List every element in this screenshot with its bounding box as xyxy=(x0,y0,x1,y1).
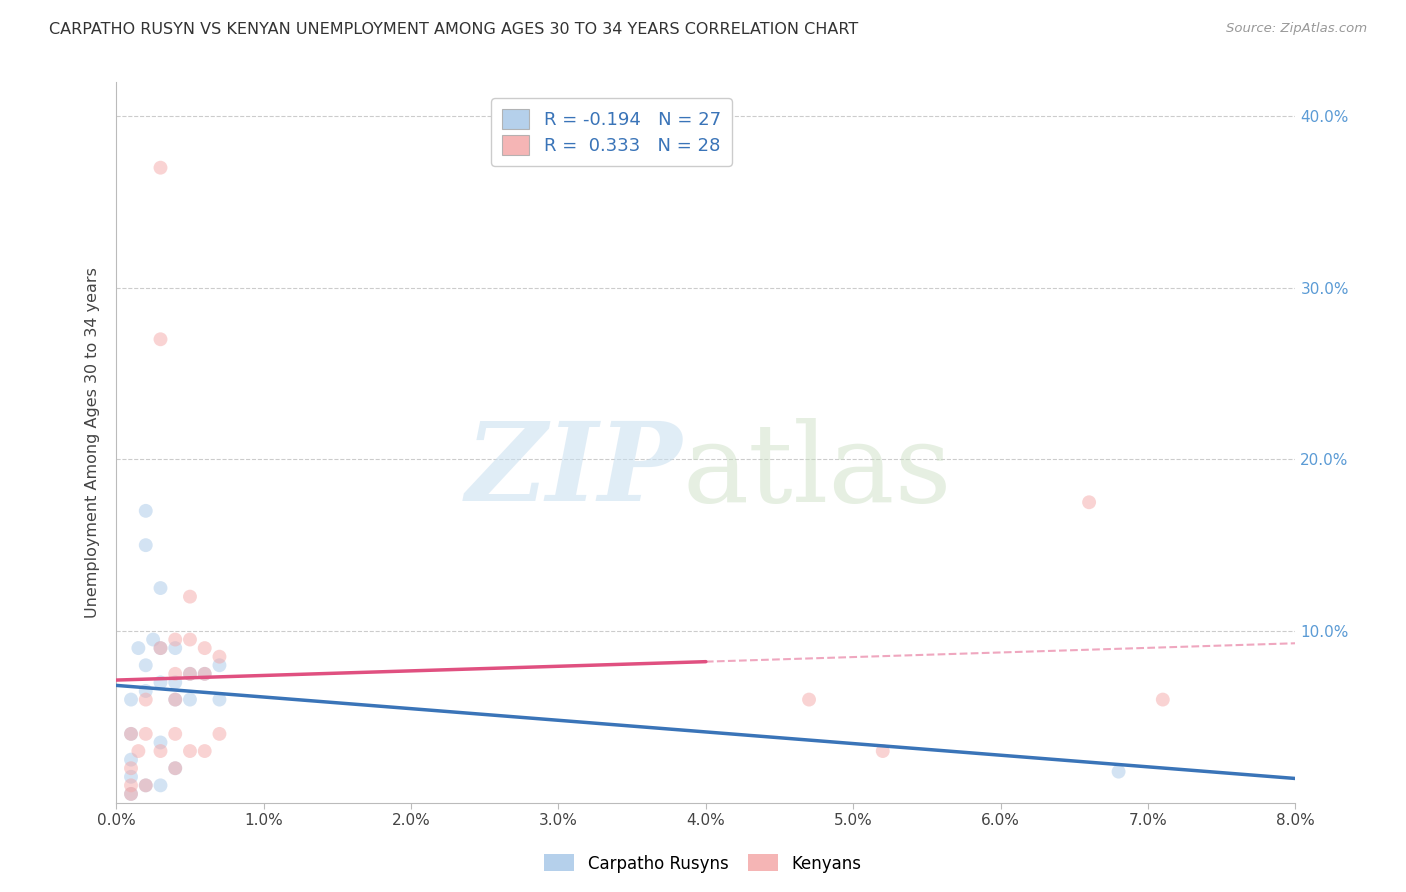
Point xyxy=(135,778,157,792)
Point xyxy=(208,727,231,741)
Point xyxy=(135,658,157,673)
Text: Source: ZipAtlas.com: Source: ZipAtlas.com xyxy=(1226,22,1367,36)
Point xyxy=(120,692,142,706)
Point xyxy=(165,632,187,647)
Legend: Carpatho Rusyns, Kenyans: Carpatho Rusyns, Kenyans xyxy=(537,847,869,880)
Point xyxy=(179,666,201,681)
Point xyxy=(142,632,165,647)
Legend: R = -0.194   N = 27, R =  0.333   N = 28: R = -0.194 N = 27, R = 0.333 N = 28 xyxy=(491,98,731,166)
Point xyxy=(165,641,187,656)
Point xyxy=(120,727,142,741)
Point xyxy=(208,658,231,673)
Point xyxy=(179,632,201,647)
Point xyxy=(120,770,142,784)
Point xyxy=(165,666,187,681)
Point xyxy=(120,778,142,792)
Point xyxy=(1108,764,1130,779)
Point xyxy=(165,692,187,706)
Point xyxy=(120,787,142,801)
Point xyxy=(165,675,187,690)
Point xyxy=(194,666,217,681)
Point xyxy=(120,727,142,741)
Point xyxy=(179,590,201,604)
Point xyxy=(1152,692,1174,706)
Point xyxy=(149,641,172,656)
Point xyxy=(149,675,172,690)
Point xyxy=(208,692,231,706)
Point xyxy=(149,778,172,792)
Point xyxy=(135,504,157,518)
Point xyxy=(194,641,217,656)
Point xyxy=(149,641,172,656)
Point xyxy=(165,761,187,775)
Point xyxy=(127,641,149,656)
Point xyxy=(179,666,201,681)
Point xyxy=(120,753,142,767)
Point xyxy=(165,692,187,706)
Text: atlas: atlas xyxy=(682,417,952,524)
Text: ZIP: ZIP xyxy=(465,417,682,524)
Point xyxy=(194,744,217,758)
Point xyxy=(127,744,149,758)
Point xyxy=(135,538,157,552)
Point xyxy=(149,161,172,175)
Point xyxy=(120,761,142,775)
Point xyxy=(135,778,157,792)
Point xyxy=(135,727,157,741)
Point xyxy=(149,735,172,749)
Point xyxy=(872,744,894,758)
Point xyxy=(149,332,172,346)
Point xyxy=(179,744,201,758)
Point xyxy=(165,727,187,741)
Point xyxy=(165,761,187,775)
Point xyxy=(1078,495,1101,509)
Point xyxy=(149,744,172,758)
Point xyxy=(149,581,172,595)
Point xyxy=(135,684,157,698)
Point xyxy=(135,692,157,706)
Text: CARPATHO RUSYN VS KENYAN UNEMPLOYMENT AMONG AGES 30 TO 34 YEARS CORRELATION CHAR: CARPATHO RUSYN VS KENYAN UNEMPLOYMENT AM… xyxy=(49,22,859,37)
Point xyxy=(797,692,820,706)
Y-axis label: Unemployment Among Ages 30 to 34 years: Unemployment Among Ages 30 to 34 years xyxy=(86,267,100,617)
Point xyxy=(194,666,217,681)
Point xyxy=(120,787,142,801)
Point xyxy=(179,692,201,706)
Point xyxy=(208,649,231,664)
